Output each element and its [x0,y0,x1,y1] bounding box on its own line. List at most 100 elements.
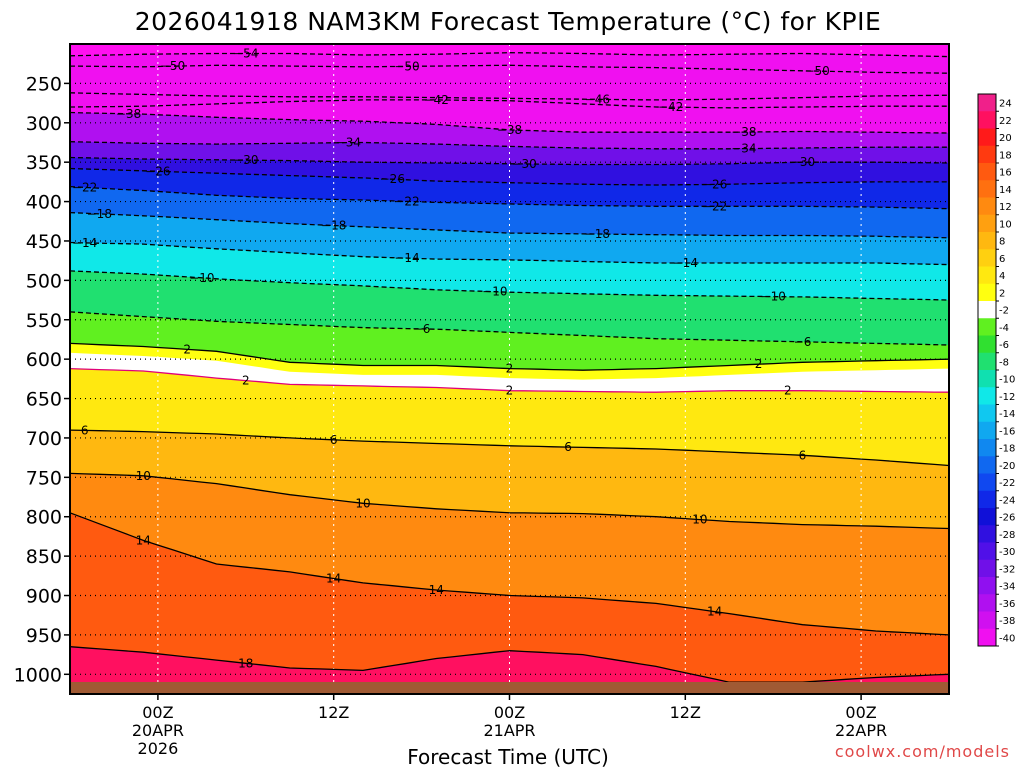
colorbar-swatch [978,559,996,578]
contour-label: 10 [136,469,151,483]
contour-label: 18 [238,656,253,670]
contour-label: 2 [506,384,514,398]
colorbar-swatch [978,232,996,250]
contour-label: −30 [790,155,815,169]
temperature-fill-layer [70,44,949,694]
contour-label: 14 [326,571,341,585]
contour-line--22 [70,185,949,210]
contour-label: 6 [330,433,338,447]
contour-label: 14 [136,533,151,547]
contour-line--14 [70,241,949,266]
contour-line-10 [70,472,949,530]
y-tick-label: 900 [26,586,62,608]
x-tick-label: 22APR [835,721,887,740]
contour-label: −34 [336,136,361,150]
y-tick-label: 700 [26,428,62,450]
contour-label: 2 [242,374,250,388]
colorbar-label: -38 [999,616,1015,627]
contour-label: 10 [692,513,707,527]
contour-line--18 [70,211,949,239]
contour-label: 14 [429,583,444,597]
y-tick-label: 850 [26,546,62,568]
x-tick-label: 20APR [132,721,184,740]
contour-label: −10 [761,290,786,304]
y-tick-label: 550 [26,310,62,332]
contour-line--6 [70,311,949,346]
colorbar-swatch [978,594,996,612]
contour-label: −10 [482,285,507,299]
colorbar-swatch [978,611,996,630]
contour-line--46 [70,92,949,101]
colorbar-label: 12 [999,202,1012,213]
contour-label: −14 [394,251,419,265]
y-tick-label: 350 [26,152,62,174]
x-tick-label: 00Z [494,703,525,722]
ground-strip [70,682,949,694]
contour-label: −50 [394,59,419,73]
colorbar-label: 4 [999,271,1005,282]
colorbar-label: 20 [999,133,1012,144]
contour-label: −14 [72,236,97,250]
colorbar-label: 22 [999,116,1012,127]
x-tick-label: 00Z [845,703,876,722]
contour-line--34 [70,141,949,150]
colorbar-swatch [978,490,996,509]
colorbar-label: -28 [999,530,1015,541]
contour-line-2 [70,342,949,371]
colorbar-swatch [978,421,996,440]
colorbar-swatch [978,197,996,216]
colorbar-swatch [978,163,996,181]
colorbar-swatch [978,352,996,371]
contour-label: −26 [702,177,727,191]
colorbar-swatch [978,525,996,543]
colorbar-label: 14 [999,185,1012,196]
colorbar-swatch [978,577,996,595]
colorbar-label: 6 [999,254,1005,265]
colorbar-label: -22 [999,478,1015,489]
contour-label: −38 [497,123,522,137]
y-tick-label: 450 [26,231,62,253]
y-tick-label: 600 [26,349,62,371]
colorbar-label: -10 [999,375,1015,386]
colorbar-label: -4 [999,323,1009,334]
colorbar-label: -2 [999,306,1009,317]
contour-label: −26 [380,172,405,186]
colorbar-swatch [978,473,996,492]
colorbar-label: -8 [999,357,1009,368]
colorbar-label: 24 [999,99,1012,110]
colorbar-swatch [978,94,996,112]
contour-label: 6 [564,440,572,454]
colorbar-label: 8 [999,237,1005,248]
colorbar-swatch [978,180,996,198]
y-tick-label: 500 [26,270,62,292]
colorbar-swatch [978,387,996,405]
colorbar-swatch [978,439,996,457]
colorbar-swatch [978,404,996,423]
colorbar-label: -34 [999,582,1015,593]
contour-label: −18 [585,227,610,241]
y-tick-label: 650 [26,389,62,411]
colorbar-swatch [978,335,996,354]
colorbar-swatch [978,214,996,233]
contour-line-2 [70,367,949,393]
colorbar-swatch [978,370,996,388]
colorbar-swatch [978,111,996,129]
contour-label: −26 [145,164,170,178]
colorbar-label: -12 [999,392,1015,403]
x-tick-label: 00Z [142,703,173,722]
contour-label: −50 [804,64,829,78]
colorbar-label: -14 [999,409,1015,420]
colorbar-swatch [978,508,996,526]
contour-label: −22 [702,199,727,213]
contour-label: −18 [321,219,346,233]
y-tick-label: 950 [26,625,62,647]
contour-line-6 [70,429,949,467]
colorbar-swatch [978,283,996,302]
contour-label: −30 [511,157,536,171]
colorbar-swatch [978,318,996,336]
contour-label: 10 [355,496,370,510]
ground-layer [70,682,949,694]
x-tick-label: 12Z [318,703,349,722]
